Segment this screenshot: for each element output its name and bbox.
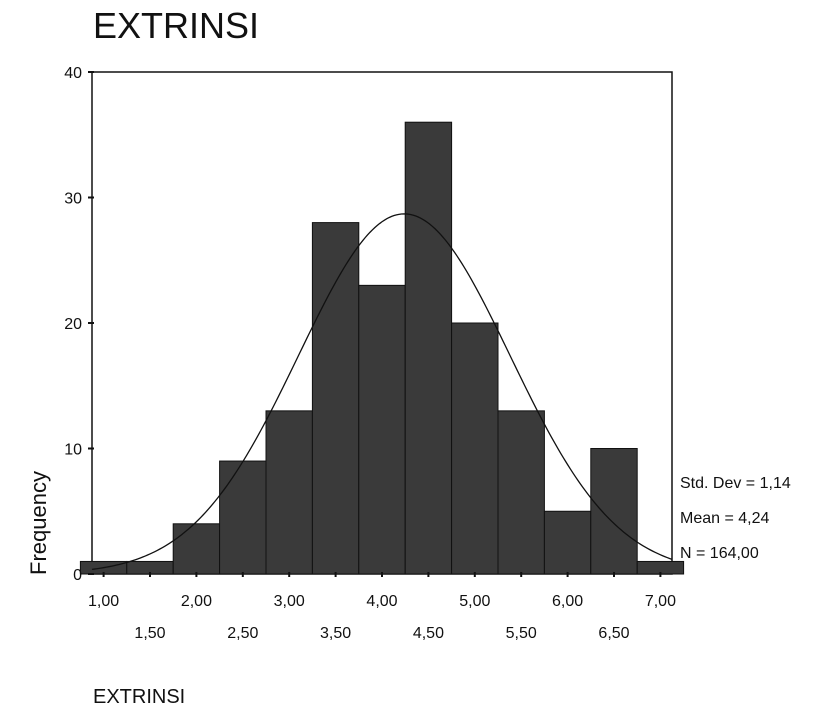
x-axis-ticks: 1,00 2,00 3,00 4,00 5,00 6,00 7,00 1,50 2,50 3,50… bbox=[88, 572, 676, 642]
bar bbox=[451, 322, 499, 575]
x-tick-label: 6,00 bbox=[552, 593, 583, 610]
y-axis-ticks: 0 10 20 30 40 bbox=[64, 65, 94, 584]
stat-std-dev: Std. Dev = 1,14 bbox=[680, 475, 791, 492]
x-tick-label: 7,00 bbox=[645, 593, 676, 610]
x-tick-label: 3,00 bbox=[274, 593, 305, 610]
bar bbox=[543, 510, 592, 575]
y-tick-label: 0 bbox=[73, 567, 82, 584]
x-tick-label: 4,50 bbox=[413, 625, 444, 642]
bar bbox=[590, 448, 638, 575]
chart-title: EXTRINSI bbox=[93, 5, 259, 46]
x-tick-label: 5,00 bbox=[459, 593, 490, 610]
y-tick-label: 30 bbox=[64, 191, 82, 208]
y-tick-label: 10 bbox=[64, 442, 82, 459]
x-tick-label: 3,50 bbox=[320, 625, 351, 642]
y-axis-label: Frequency bbox=[26, 471, 51, 575]
bar bbox=[265, 410, 313, 575]
x-tick-label: 2,50 bbox=[227, 625, 258, 642]
x-tick-label: 2,00 bbox=[181, 593, 212, 610]
x-axis-title: EXTRINSI bbox=[93, 686, 185, 708]
bar bbox=[311, 222, 360, 575]
x-tick-label: 1,50 bbox=[134, 625, 165, 642]
bar bbox=[172, 523, 221, 575]
x-tick-label: 5,50 bbox=[506, 625, 537, 642]
bar bbox=[497, 410, 545, 575]
x-tick-label: 1,00 bbox=[88, 593, 119, 610]
bar bbox=[358, 284, 406, 575]
bar bbox=[219, 460, 267, 575]
stat-n: N = 164,00 bbox=[680, 545, 759, 562]
x-tick-label: 6,50 bbox=[598, 625, 629, 642]
stat-mean: Mean = 4,24 bbox=[680, 510, 770, 527]
normal-curve bbox=[91, 213, 673, 571]
y-tick-label: 20 bbox=[64, 316, 82, 333]
bar bbox=[404, 121, 453, 575]
y-tick-label: 40 bbox=[64, 65, 82, 82]
x-tick-label: 4,00 bbox=[366, 593, 397, 610]
